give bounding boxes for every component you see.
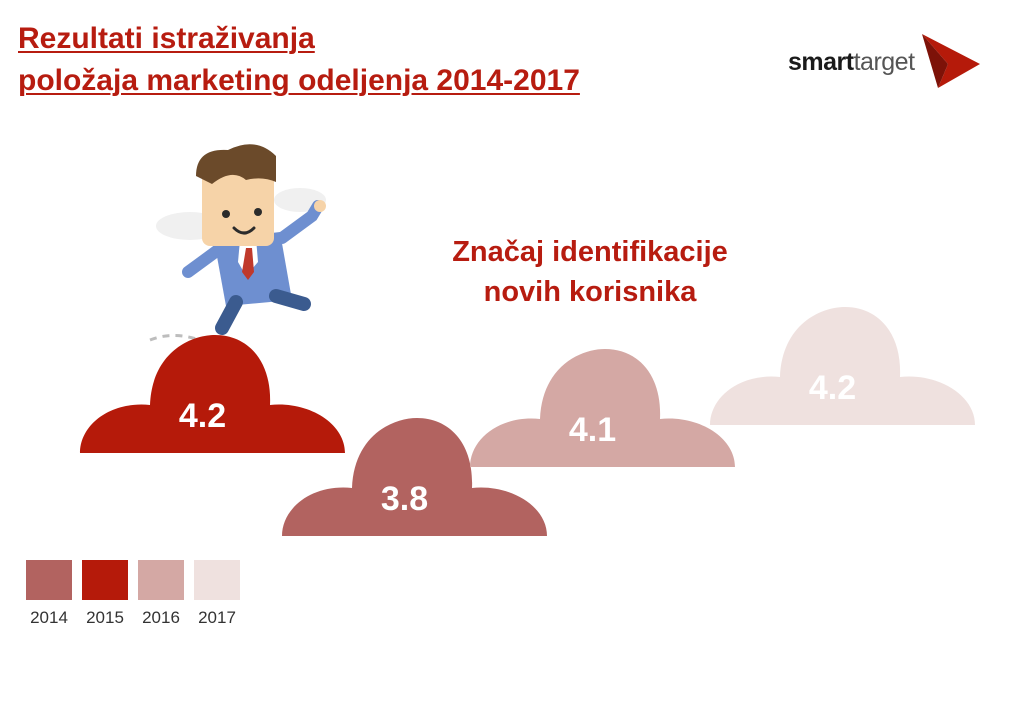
red-arrow-icon [922, 34, 980, 88]
legend-swatch-2016 [138, 560, 184, 600]
chart-title-line-1: Značaj identifikacije [452, 236, 728, 268]
data-label-2015: 4.2 [179, 397, 226, 435]
legend-label-2016: 2016 [142, 608, 180, 627]
logo-smart-text: smart [788, 48, 854, 76]
legend-label-2015: 2015 [86, 608, 124, 627]
cloud-mark-2014 [282, 418, 547, 536]
cloud-mark-2017 [710, 307, 975, 425]
data-label-2017: 4.2 [809, 369, 856, 407]
logo-target-text: target [853, 48, 915, 76]
data-label-2014: 3.8 [381, 480, 428, 518]
title-line-2: položaja marketing odeljenja 2014-2017 [18, 64, 580, 97]
legend-swatch-2014 [26, 560, 72, 600]
cloud-marks: 3.8 4.2 4.1 4.2 [80, 307, 975, 536]
legend-swatch-2017 [194, 560, 240, 600]
businessman-illustration [149, 144, 326, 344]
legend-item-2016: 2016 [134, 560, 188, 628]
legend-item-2014: 2014 [22, 560, 76, 628]
chart-title-line-2: novih korisnika [483, 276, 697, 308]
chart-title: Značaj identifikacije novih korisnika [405, 232, 775, 312]
cloud-mark-2016 [470, 349, 735, 467]
logo-wordmark: smarttarget [788, 48, 915, 77]
legend-swatch-2015 [82, 560, 128, 600]
page-title: Rezultati istraživanja položaja marketin… [18, 18, 658, 102]
title-line-1: Rezultati istraživanja [18, 22, 315, 55]
legend-item-2015: 2015 [78, 560, 132, 628]
legend-label-2014: 2014 [30, 608, 68, 627]
cloud-mark-2015 [80, 335, 345, 453]
data-label-2016: 4.1 [569, 411, 616, 449]
smarttarget-logo: smarttarget [788, 32, 988, 92]
legend-item-2017: 2017 [190, 560, 244, 628]
legend-label-2017: 2017 [198, 608, 236, 627]
